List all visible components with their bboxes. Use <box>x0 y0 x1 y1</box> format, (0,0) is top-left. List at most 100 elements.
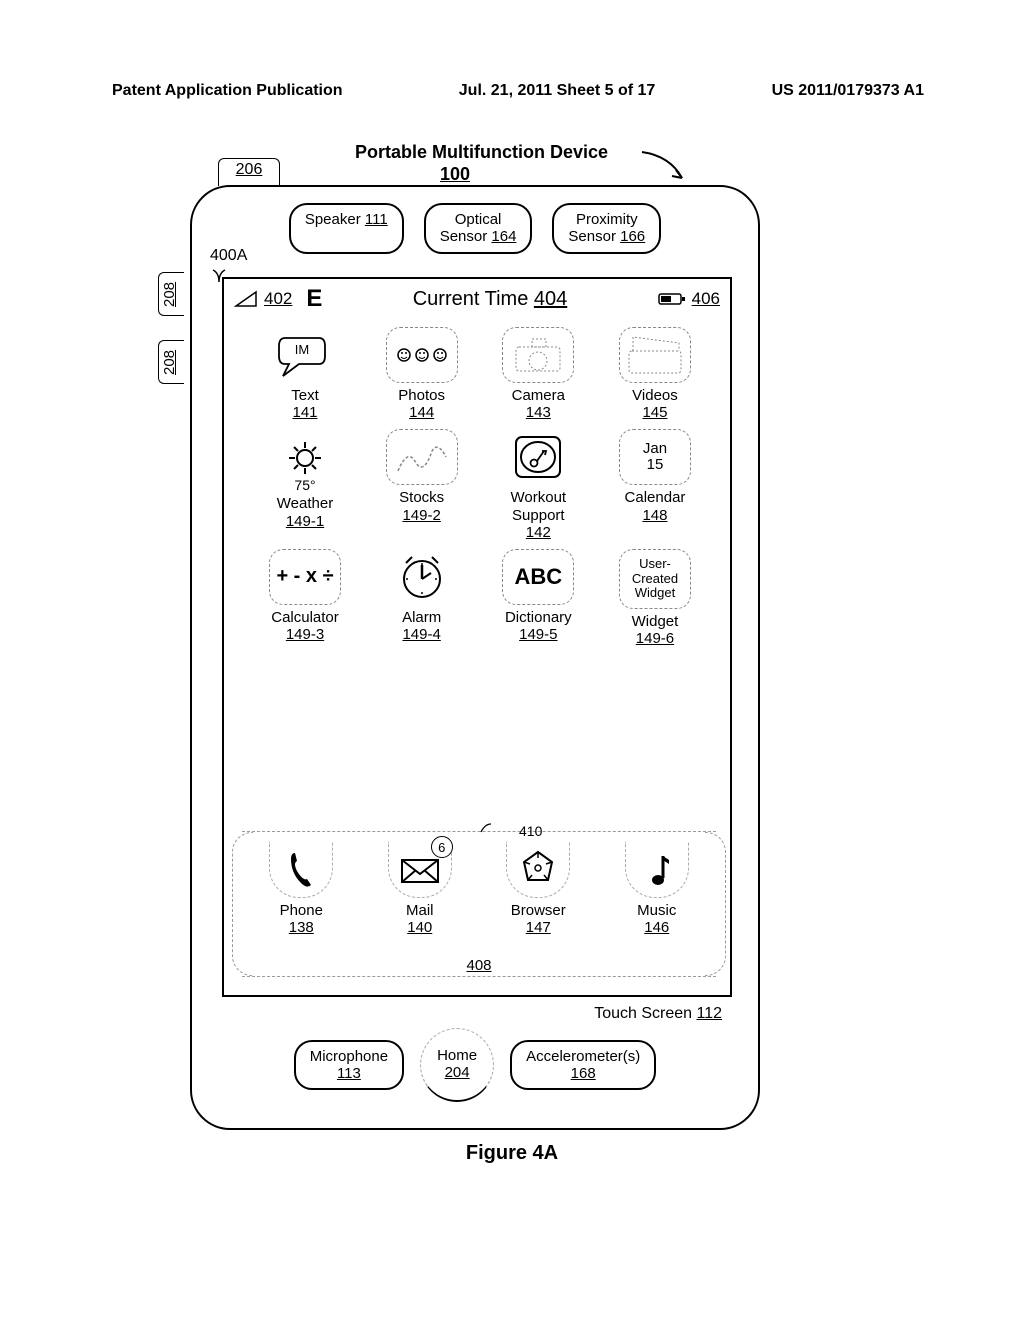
header-right: US 2011/0179373 A1 <box>772 82 924 100</box>
abc-text: ABC <box>514 564 562 590</box>
app-user-widget[interactable]: User-CreatedWidget Widget 149-6 <box>602 549 708 647</box>
photos-icon <box>386 327 458 383</box>
phone-icon <box>269 842 333 898</box>
accelerometer-ref: 168 <box>526 1065 640 1082</box>
app-text[interactable]: IM Text 141 <box>252 327 358 421</box>
device-ref-100: 100 <box>440 164 470 185</box>
app-calculator[interactable]: + - x ÷ Calculator 149-3 <box>252 549 358 647</box>
browser-icon <box>506 842 570 898</box>
im-icon: IM <box>269 327 341 383</box>
app-videos[interactable]: Videos 145 <box>602 327 708 421</box>
app-row-2: 75° Weather 149-1 Stocks 149-2 <box>252 429 708 541</box>
app-videos-ref: 145 <box>602 404 708 421</box>
dock-browser-ref: 147 <box>488 919 588 936</box>
app-row-3: + - x ÷ Calculator 149-3 <box>252 549 708 647</box>
app-calendar-label: Calendar <box>602 489 708 506</box>
app-workout[interactable]: WorkoutSupport 142 <box>485 429 591 541</box>
dock-phone[interactable]: Phone 138 <box>251 842 351 936</box>
app-calculator-label: Calculator <box>252 609 358 626</box>
dock-mail-ref: 140 <box>370 919 470 936</box>
app-calendar[interactable]: Jan15 Calendar 148 <box>602 429 708 541</box>
app-alarm-label: Alarm <box>369 609 475 626</box>
app-weather-ref: 149-1 <box>252 513 358 530</box>
patent-header: Patent Application Publication Jul. 21, … <box>112 82 924 100</box>
current-time-label: Current Time <box>413 288 529 310</box>
videos-icon <box>619 327 691 383</box>
app-calendar-ref: 148 <box>602 507 708 524</box>
app-photos-ref: 144 <box>369 404 475 421</box>
app-camera[interactable]: Camera 143 <box>485 327 591 421</box>
music-icon <box>625 842 689 898</box>
app-text-label: Text <box>252 387 358 404</box>
dock-mail[interactable]: 6 Mail 140 <box>370 842 470 936</box>
app-widget-label: Widget <box>602 613 708 630</box>
speaker-box: Speaker 111 <box>289 203 404 254</box>
app-stocks-label: Stocks <box>369 489 475 506</box>
calendar-date: Jan15 <box>643 441 667 474</box>
speaker-label: Speaker <box>305 211 361 228</box>
battery-icon <box>658 292 686 306</box>
dictionary-icon: ABC <box>502 549 574 605</box>
touch-screen[interactable]: 402 E Current Time 404 406 <box>222 277 732 997</box>
ref-208-tab-lower: 208 <box>158 340 184 384</box>
network-e-label: E <box>306 285 322 313</box>
app-text-ref: 141 <box>252 404 358 421</box>
app-workout-ref: 142 <box>485 524 591 541</box>
home-label: Home <box>437 1048 477 1065</box>
home-button[interactable]: Home 204 <box>420 1028 494 1102</box>
microphone-box: Microphone 113 <box>294 1040 404 1091</box>
stocks-icon <box>386 429 458 485</box>
device-title: Portable Multifunction Device <box>355 142 608 163</box>
app-widget-ref: 149-6 <box>602 630 708 647</box>
app-calculator-ref: 149-3 <box>252 626 358 643</box>
app-workout-label: WorkoutSupport <box>485 489 591 524</box>
calculator-icon: + - x ÷ <box>269 549 341 605</box>
dock-music[interactable]: Music 146 <box>607 842 707 936</box>
app-alarm-ref: 149-4 <box>369 626 475 643</box>
microphone-ref: 113 <box>310 1065 388 1082</box>
header-center: Jul. 21, 2011 Sheet 5 of 17 <box>343 82 772 100</box>
user-widget-icon: User-CreatedWidget <box>619 549 691 609</box>
microphone-label: Microphone <box>310 1048 388 1065</box>
optical-ref: 164 <box>491 228 516 245</box>
figure-label: Figure 4A <box>0 1142 1024 1165</box>
app-camera-ref: 143 <box>485 404 591 421</box>
app-stocks[interactable]: Stocks 149-2 <box>369 429 475 541</box>
calendar-icon: Jan15 <box>619 429 691 485</box>
header-left: Patent Application Publication <box>112 82 343 100</box>
app-alarm[interactable]: Alarm 149-4 <box>369 549 475 647</box>
dock-mail-label: Mail <box>370 902 470 919</box>
app-row-1: IM Text 141 Photos 144 <box>252 327 708 421</box>
app-photos[interactable]: Photos 144 <box>369 327 475 421</box>
optical-label-2: Sensor <box>440 228 492 245</box>
signal-icon <box>234 290 258 308</box>
optical-sensor-box: Optical Sensor 164 <box>424 203 533 254</box>
proximity-ref: 166 <box>620 228 645 245</box>
touch-screen-ref: 112 <box>696 1005 722 1022</box>
current-time: Current Time 404 <box>322 288 657 311</box>
dock-browser-label: Browser <box>488 902 588 919</box>
app-stocks-ref: 149-2 <box>369 507 475 524</box>
weather-icon: 75° <box>269 429 341 491</box>
speaker-ref: 111 <box>365 211 388 228</box>
touch-screen-label: Touch Screen 112 <box>594 1005 722 1023</box>
dock-row: Phone 138 6 Mail 140 <box>242 832 716 936</box>
ref-400a: 400A <box>210 247 247 265</box>
status-bar: 402 E Current Time 404 406 <box>234 285 720 313</box>
touch-screen-text: Touch Screen <box>594 1005 692 1022</box>
app-dictionary-ref: 149-5 <box>485 626 591 643</box>
app-weather[interactable]: 75° Weather 149-1 <box>252 429 358 541</box>
proximity-sensor-box: Proximity Sensor 166 <box>552 203 661 254</box>
mail-icon: 6 <box>388 842 452 898</box>
dock-tray: 410 Phone 138 6 Mail 140 <box>242 831 716 977</box>
dock-browser[interactable]: Browser 147 <box>488 842 588 936</box>
dock-music-ref: 146 <box>607 919 707 936</box>
optical-label-1: Optical <box>455 211 502 228</box>
proximity-label-2: Sensor <box>568 228 620 245</box>
app-camera-label: Camera <box>485 387 591 404</box>
ref-406: 406 <box>692 289 720 309</box>
app-dictionary[interactable]: ABC Dictionary 149-5 <box>485 549 591 647</box>
calc-symbols: + - x ÷ <box>276 565 333 588</box>
svg-text:IM: IM <box>295 342 309 357</box>
dock-music-label: Music <box>607 902 707 919</box>
